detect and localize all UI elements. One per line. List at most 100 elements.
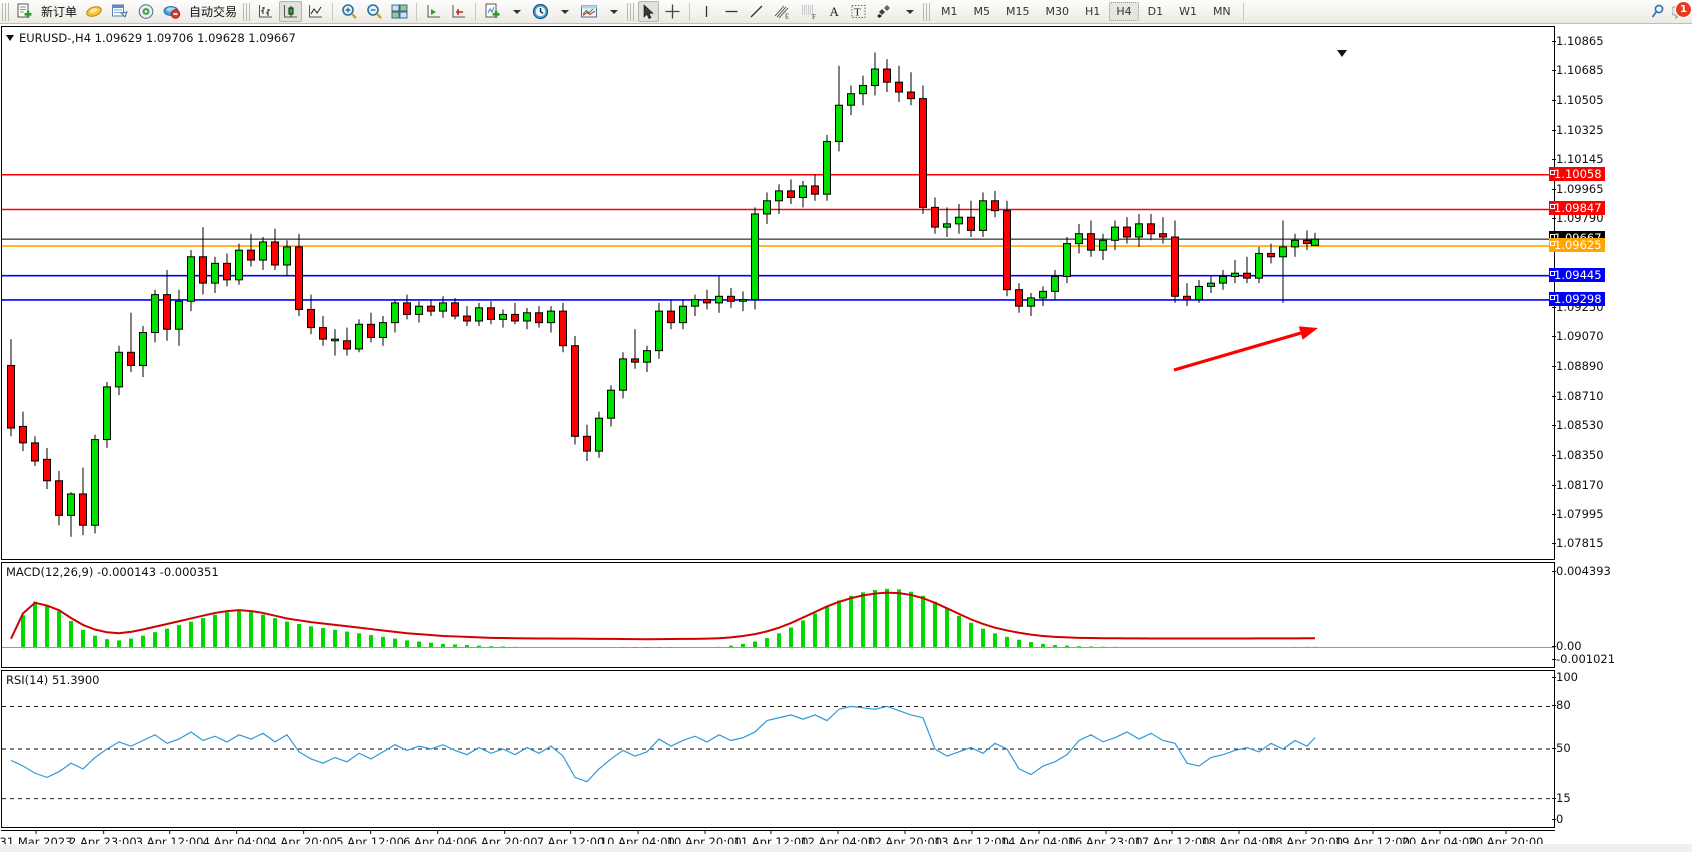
vline-icon[interactable] [695,1,718,22]
toolbar-sep-5 [1242,2,1244,21]
timeframe-m5[interactable]: M5 [973,5,991,18]
timeframe-h4[interactable]: H4 [1109,2,1139,21]
hline-icon[interactable] [720,1,743,22]
macd-axis[interactable]: 0.004393 0.00 -0.001021 [1551,562,1692,668]
rsi-tick: 15 [1552,790,1571,805]
fibonacci-icon[interactable]: F [797,1,822,22]
time-tick-mark [1171,830,1173,834]
timeframe-d1[interactable]: D1 [1147,5,1164,18]
collapse-triangle-icon[interactable] [6,35,14,41]
price-level-label-resistance-1[interactable]: 1.09847 [1549,201,1605,216]
new-order-label[interactable]: 新订单 [41,5,78,19]
level-handle[interactable] [1550,241,1555,247]
time-tick-mark [1105,830,1107,834]
navigator-icon[interactable] [134,1,158,22]
time-tick-mark [770,830,772,834]
svg-text:T: T [854,7,861,19]
timeframe-h1[interactable]: H1 [1085,5,1101,18]
candlestick-canvas [2,52,1554,537]
timeframe-m30[interactable]: M30 [1045,5,1070,18]
rsi-label: RSI(14) 51.3900 [6,673,100,687]
toolbar-grip-2[interactable] [243,2,251,21]
toolbar-sep-2 [416,2,418,21]
toolbar-grip-3[interactable] [627,2,635,21]
rsi-axis[interactable]: 100 80 50 15 0 [1551,670,1692,828]
timeframe-w1[interactable]: W1 [1179,5,1197,18]
level-handle[interactable] [1550,294,1555,300]
zoom-out-icon[interactable] [363,1,386,22]
new-chart-dropdown-icon[interactable] [506,1,527,22]
time-tick-mark [570,830,572,834]
price-tick: 1.08710 [1552,388,1604,403]
shift-end-icon[interactable] [422,1,445,22]
price-level-label-support-1[interactable]: 1.09445 [1549,267,1605,282]
chart-area[interactable]: EURUSD-,H4 1.09629 1.09706 1.09628 1.096… [0,24,1692,852]
price-tick: 1.07815 [1552,536,1604,551]
time-tick-mark [971,830,973,834]
new-order-button[interactable] [13,1,36,22]
svg-text:A: A [830,4,840,19]
template-icon[interactable] [577,1,601,22]
zoom-in-icon[interactable] [338,1,361,22]
search-icon[interactable] [1647,1,1669,22]
price-tick: 1.09965 [1552,182,1604,197]
equidistant-channel-icon[interactable]: E [770,1,795,22]
toolbar-sep-3 [475,2,477,21]
macd-tick: 0.00 [1552,639,1582,654]
level-handle[interactable] [1550,204,1555,210]
price-tick: 1.08350 [1552,448,1604,463]
level-handle[interactable] [1550,270,1555,276]
price-level-label-support-2[interactable]: 1.09298 [1549,291,1605,306]
timeframe-m1[interactable]: M1 [941,5,958,18]
auto-trading-icon[interactable] [160,1,184,22]
time-tick-mark [35,830,37,834]
auto-scroll-icon[interactable] [447,1,470,22]
time-tick-mark [169,830,171,834]
data-window-icon[interactable] [108,1,132,22]
bar-chart-icon[interactable] [254,1,277,22]
price-pane[interactable]: EURUSD-,H4 1.09629 1.09706 1.09628 1.096… [1,26,1555,560]
tile-windows-icon[interactable] [388,1,411,22]
text-icon[interactable]: A [824,1,845,22]
level-handle[interactable] [1550,169,1555,175]
indicators-icon[interactable] [82,1,106,22]
toolbar-sep-4 [689,2,691,21]
chart-symbol-header: EURUSD-,H4 1.09629 1.09706 1.09628 1.096… [6,31,296,45]
new-chart-icon[interactable] [481,1,504,22]
line-chart-icon[interactable] [304,1,327,22]
price-tick: 1.10145 [1552,152,1604,167]
rsi-tick: 0 [1551,812,1564,826]
trendline-icon[interactable] [745,1,768,22]
price-axis[interactable]: 1.10865 1.10685 1.10505 1.10325 1.10145 1.099… [1549,26,1692,560]
timeframe-mn[interactable]: MN [1212,5,1231,18]
toolbar-grip-4[interactable] [923,2,931,21]
shapes-icon[interactable] [872,1,897,22]
time-tick-mark [102,830,104,834]
price-level-label-resistance-2[interactable]: 1.10058 [1549,166,1605,181]
period-dropdown-icon[interactable] [554,1,575,22]
time-tick-mark [637,830,639,834]
shapes-dropdown-icon[interactable] [899,1,920,22]
text-label-icon[interactable]: T [847,1,870,22]
macd-pane[interactable]: MACD(12,26,9) -0.000143 -0.000351 [1,562,1555,668]
rsi-pane[interactable]: RSI(14) 51.3900 [1,670,1555,828]
price-level-label-bid-price[interactable]: 1.09625 [1549,238,1605,253]
time-tick-mark [904,830,906,834]
template-dropdown-icon[interactable] [603,1,624,22]
timeframe-m15[interactable]: M15 [1006,5,1030,18]
candlestick-icon[interactable] [279,1,303,22]
toolbar-grip[interactable] [2,2,9,21]
time-tick-mark [503,830,505,834]
cursor-icon[interactable] [638,1,660,22]
notifications-button[interactable]: 1 [1670,0,1692,22]
pane-collapse-triangle-icon[interactable] [1337,50,1347,57]
toolbar-sep-1 [332,2,334,21]
symbol-ohlc-text: EURUSD-,H4 1.09629 1.09706 1.09628 1.096… [19,31,296,45]
crosshair-icon[interactable] [661,1,684,22]
period-icon[interactable] [529,1,552,22]
price-tick: 1.10505 [1552,93,1604,108]
time-tick-mark [1372,830,1374,834]
price-tick: 1.10325 [1552,122,1604,137]
auto-trading-label[interactable]: 自动交易 [189,5,238,19]
